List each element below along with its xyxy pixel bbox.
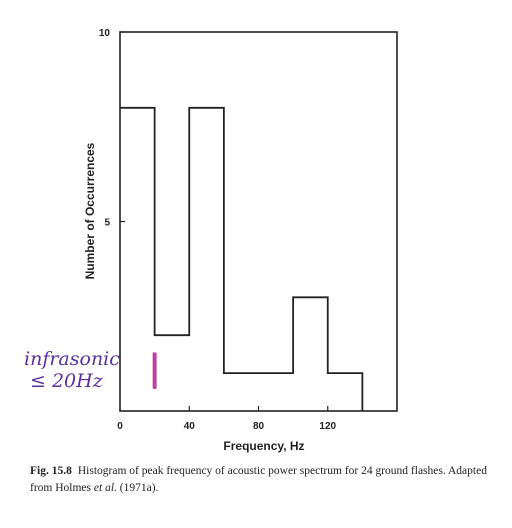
caption-fig-label: Fig. 15.8 [30, 465, 72, 477]
histogram-chart: 5 10 0 40 80 120 Number of Occurrences Frequ… [83, 28, 398, 453]
caption-italic: et al [93, 482, 115, 494]
infrasonic-annotation: infrasonic ≤ 20Hz [24, 348, 120, 392]
figure-caption: Fig. 15.8 Histogram of peak frequency of … [30, 463, 500, 497]
y-axis: 5 10 [99, 28, 125, 229]
x-axis-title: Frequency, Hz [223, 439, 304, 453]
infrasonic-marker [152, 352, 157, 390]
x-tick-label: 80 [253, 421, 265, 432]
annotation-line-1: infrasonic [24, 348, 120, 370]
histogram-bin [189, 108, 224, 411]
y-tick-label: 5 [104, 218, 110, 229]
x-tick-label: 0 [117, 421, 123, 432]
histogram-bin [155, 335, 190, 411]
histogram-outline [120, 106, 364, 411]
histogram-bin [224, 373, 259, 411]
histogram-bin [259, 373, 294, 411]
caption-text-end: . (1971a). [114, 482, 159, 494]
x-axis: 0 40 80 120 [117, 406, 337, 432]
annotation-line-2: ≤ 20Hz [30, 370, 103, 392]
caption-text: Histogram of peak frequency of acoustic … [30, 465, 487, 494]
y-axis-title: Number of Occurrences [83, 142, 97, 279]
histogram-bin [328, 373, 363, 411]
x-tick-label: 40 [184, 421, 196, 432]
y-tick-label: 10 [99, 28, 111, 39]
x-tick-label: 120 [319, 421, 336, 432]
histogram-bin [120, 108, 155, 411]
histogram-bin [293, 297, 328, 411]
